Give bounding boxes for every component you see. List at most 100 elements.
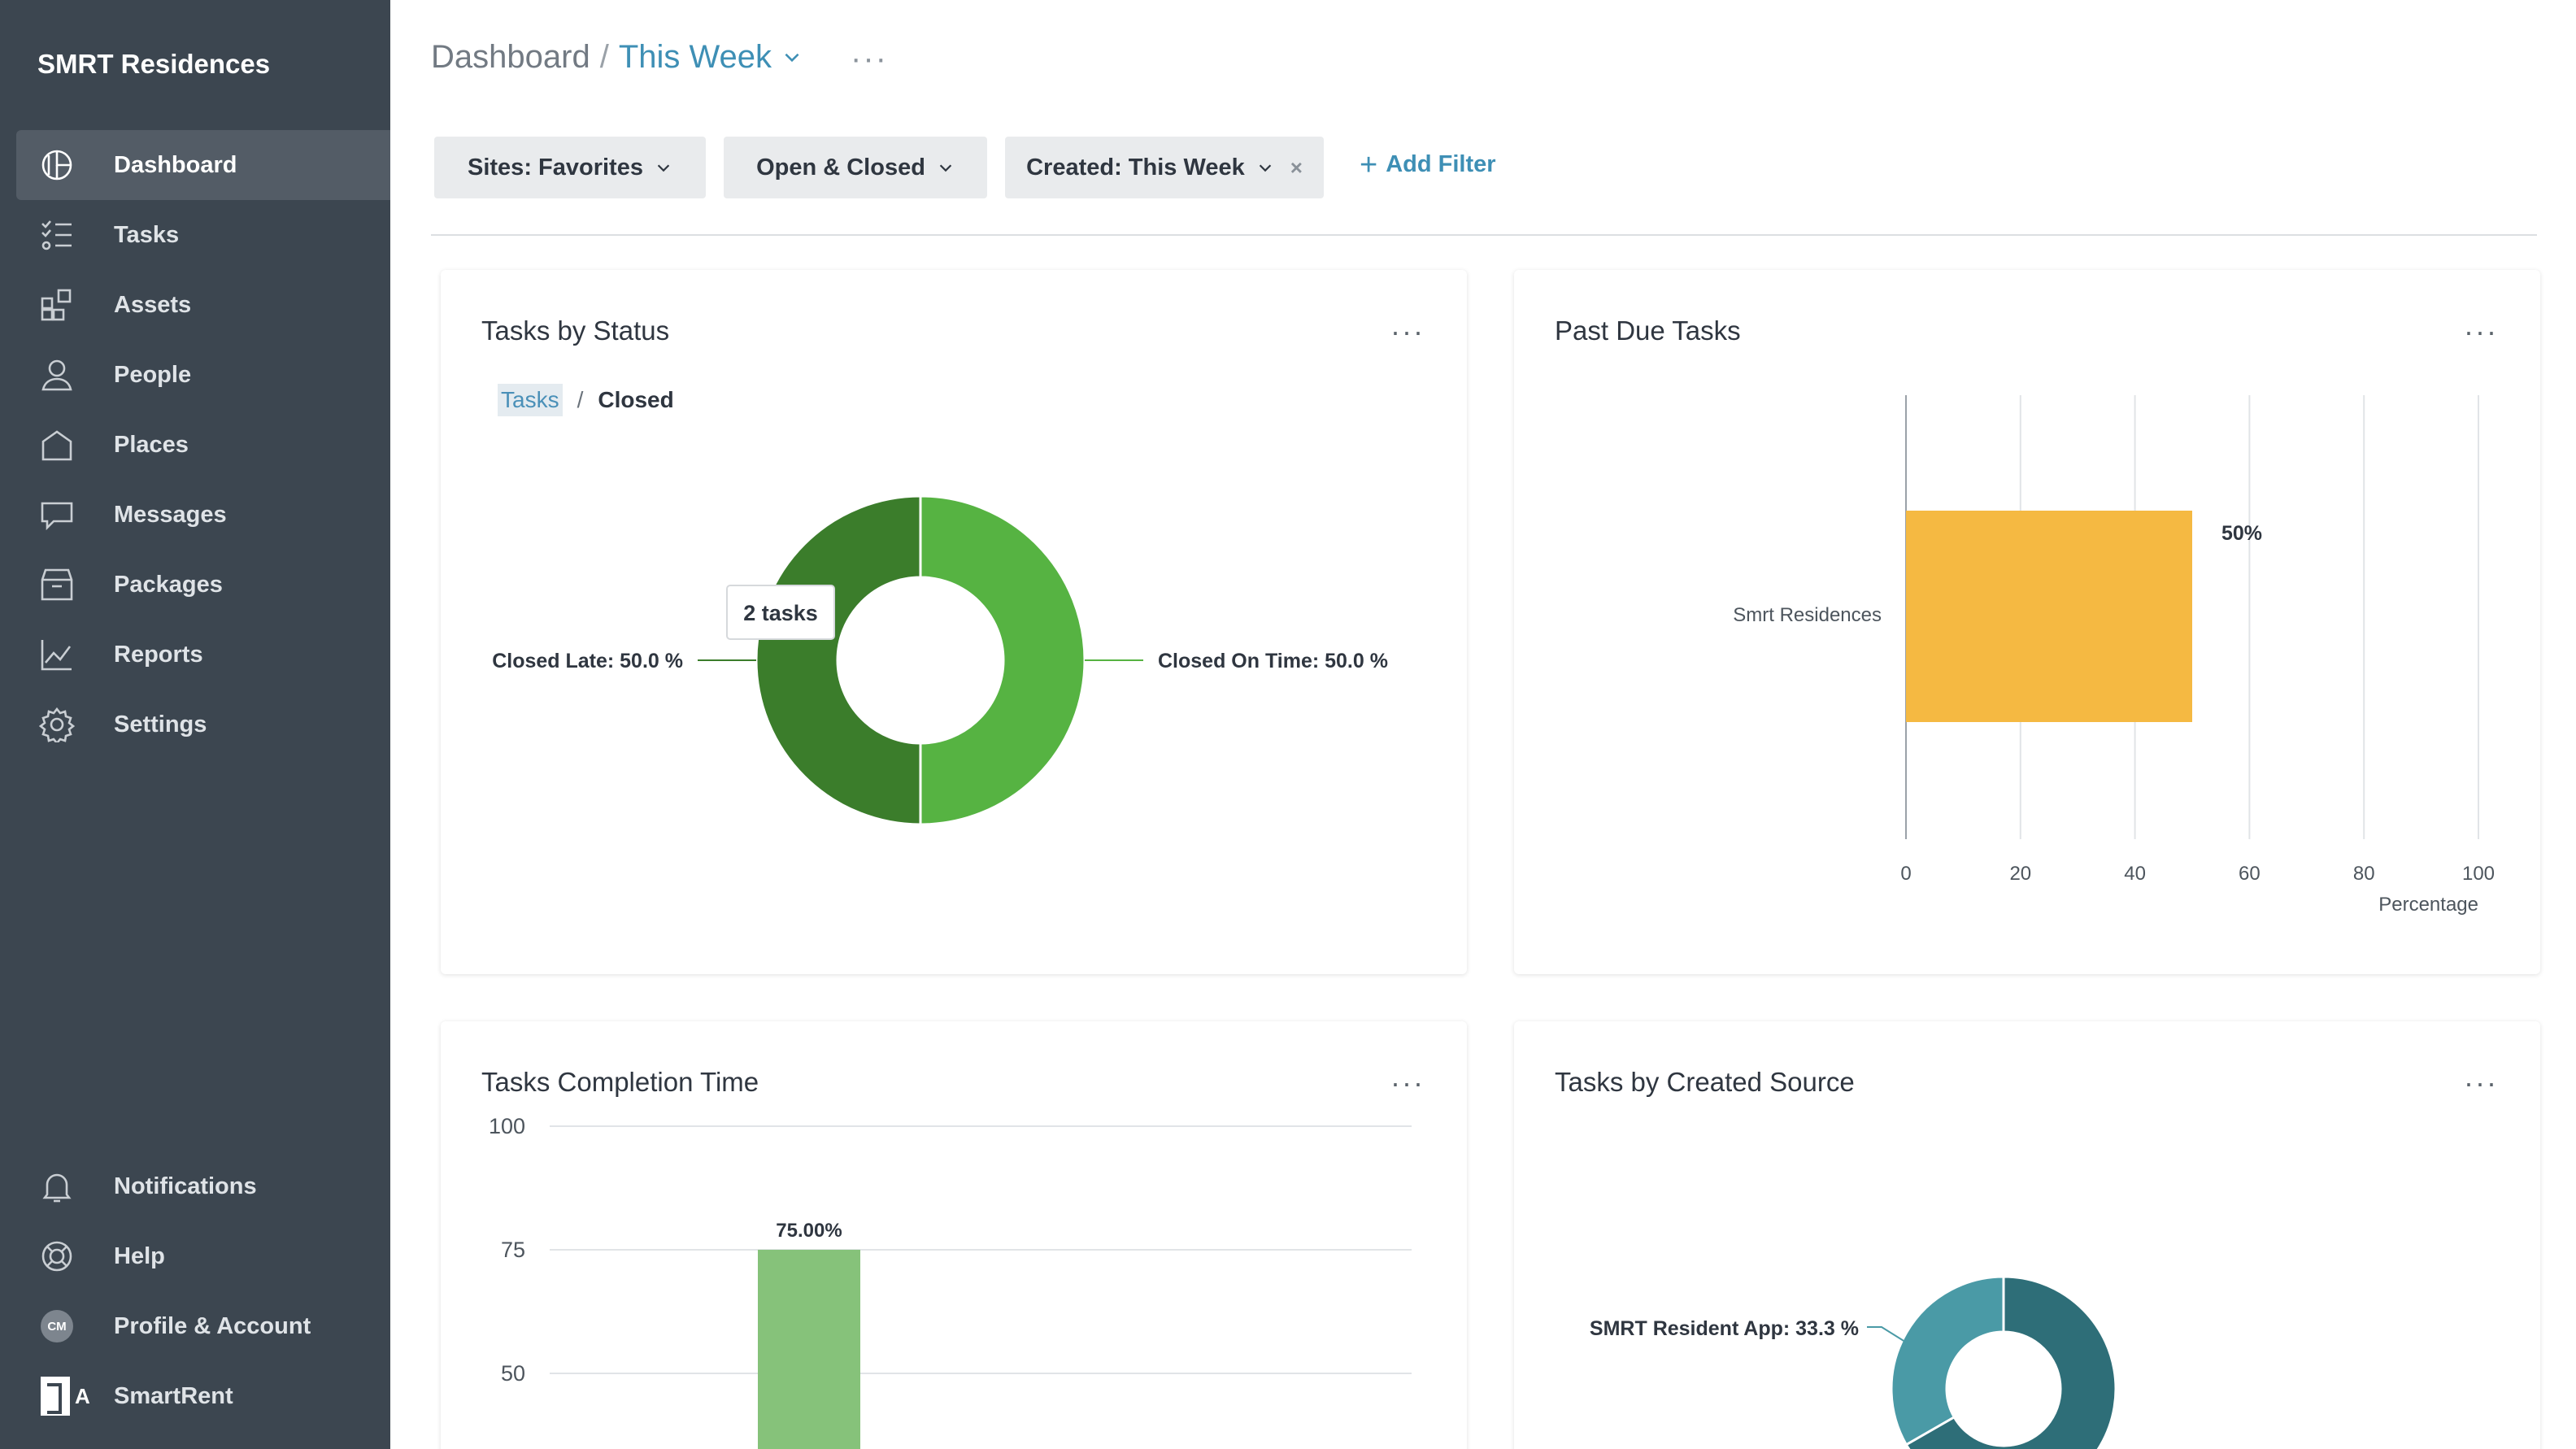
sidebar-item-label: Reports [114,641,203,668]
brand-name: SMRT Residences [37,49,271,79]
chevron-down-icon[interactable] [781,39,803,76]
sidebar-item-tasks[interactable]: Tasks [16,200,390,270]
sidebar-item-settings[interactable]: Settings [16,690,390,759]
filter-sites[interactable]: Sites: Favorites [434,137,706,198]
avatar: CM [41,1310,73,1342]
y-category-label: Smrt Residences [1733,604,1882,626]
bar [1906,511,2192,722]
slice-label: Closed On Time: 50.0 % [1158,650,1388,672]
donut-slice [919,494,1086,826]
chevron-down-icon [939,164,952,172]
card-past-due-tasks: Past Due Tasks ··· 0 20 40 60 80 100 Percentag… [1514,270,2540,974]
x-tick-label: 20 [2009,863,2031,885]
status-donut-chart: Closed On Time: 50.0 % Closed Late: 50.0 … [492,494,1388,826]
sidebar-item-label: Places [114,431,189,458]
y-tick-label: 50 [501,1361,525,1386]
y-tick-label: 75 [501,1238,525,1262]
card-tasks-completion-time: Tasks Completion Time ··· 100 75 50 75.00% [441,1021,1467,1449]
plus-icon: + [1360,147,1378,182]
smartrent-logo-icon: A [41,1377,106,1416]
divider [431,234,2537,236]
donut-slice [755,494,922,826]
sidebar-item-help[interactable]: Help [16,1221,390,1291]
sidebar-item-people[interactable]: People [16,340,390,410]
breadcrumb-root[interactable]: Dashboard [431,39,590,75]
x-tick-label: 60 [2239,863,2261,885]
avatar-icon: CM [37,1307,76,1346]
sidebar-item-packages[interactable]: Packages [16,550,390,620]
chevron-down-icon [1259,164,1271,172]
donut-slice [1890,1275,2005,1447]
sidebar-item-label: Help [114,1242,165,1269]
sidebar-item-label: Dashboard [114,151,237,178]
x-tick-label: 0 [1900,863,1911,885]
card-tasks-by-status: Tasks by Status ··· Tasks / Closed Close… [441,270,1467,974]
breadcrumb-separator: / [599,39,609,75]
sidebar-item-label: Packages [114,571,223,598]
breadcrumb: Dashboard / This Week [431,39,803,76]
sidebar-item-label: People [114,361,192,388]
filter-label: Sites: Favorites [468,154,643,181]
chart-breadcrumb: Tasks / Closed [498,384,674,416]
card-title: Tasks by Created Source [1555,1067,1855,1097]
x-tick-label: 80 [2353,863,2375,885]
past-due-bar-chart: 0 20 40 60 80 100 Percentage 50% Smrt Residences [1733,395,2495,916]
sidebar-item-places[interactable]: Places [16,410,390,480]
chart-breadcrumb-current: Closed [598,387,674,412]
add-filter-button[interactable]: + Add Filter [1360,147,1496,182]
assets-icon [37,285,76,324]
filter-label: Created: This Week [1026,154,1245,181]
clear-filter-icon[interactable]: × [1290,154,1303,180]
completion-bar-chart: 100 75 50 75.00% [489,1114,1412,1449]
sidebar: SMRT Residences Dashboard Tasks Assets P… [0,0,390,1449]
card-title: Tasks Completion Time [481,1067,759,1097]
donut-slice [1904,1275,2117,1449]
bar-value-label: 75.00% [776,1220,842,1242]
sidebar-item-notifications[interactable]: Notifications [16,1151,390,1221]
bar-value-label: 50% [2221,522,2262,545]
logo-letter: A [75,1383,90,1408]
chart-breadcrumb-link[interactable]: Tasks [498,384,563,416]
sidebar-item-reports[interactable]: Reports [16,620,390,690]
bell-icon [37,1167,76,1206]
filter-label: Open & Closed [756,154,925,181]
person-icon [37,355,76,394]
chat-bubble-icon [37,495,76,534]
x-tick-label: 100 [2462,863,2495,885]
sidebar-item-label: Settings [114,711,207,738]
x-tick-label: 40 [2124,863,2146,885]
slice-label: Closed Late: 50.0 % [492,650,683,672]
dashboard-icon [37,146,76,185]
chevron-down-icon [657,164,670,172]
tooltip-text: 2 tasks [743,601,818,625]
sidebar-item-label: Tasks [114,221,180,248]
gear-icon [37,705,76,744]
sidebar-item-label: Assets [114,291,192,318]
more-options-icon[interactable]: ··· [851,41,888,76]
tooltip-box [726,585,835,640]
sidebar-item-profile[interactable]: CM Profile & Account [16,1291,390,1361]
source-donut-chart: SMRT Resident App: 33.3 % [1590,1275,2117,1449]
chart-breadcrumb-separator: / [577,387,584,412]
breadcrumb-current[interactable]: This Week [618,39,772,75]
lifebuoy-icon [37,1237,76,1276]
sidebar-item-dashboard[interactable]: Dashboard [16,130,390,200]
line-chart-icon [37,635,76,674]
bar [758,1250,860,1449]
sidebar-item-label: SmartRent [114,1382,233,1409]
sidebar-item-assets[interactable]: Assets [16,270,390,340]
package-icon [37,565,76,604]
sidebar-item-label: Notifications [114,1173,257,1199]
slice-label: SMRT Resident App: 33.3 % [1590,1317,1859,1340]
card-title: Past Due Tasks [1555,315,1741,346]
tasks-icon [37,215,76,255]
add-filter-label: Add Filter [1386,151,1496,177]
sidebar-item-label: Messages [114,501,227,528]
x-axis-label: Percentage [2378,894,2478,916]
sidebar-item-messages[interactable]: Messages [16,480,390,550]
filter-open-closed[interactable]: Open & Closed [724,137,987,198]
sidebar-item-smartrent[interactable]: A SmartRent [16,1361,390,1431]
card-tasks-by-created-source: Tasks by Created Source ··· SMRT Residen… [1514,1021,2540,1449]
filter-created[interactable]: Created: This Week × [1005,137,1324,198]
leader-line [1867,1326,1908,1344]
